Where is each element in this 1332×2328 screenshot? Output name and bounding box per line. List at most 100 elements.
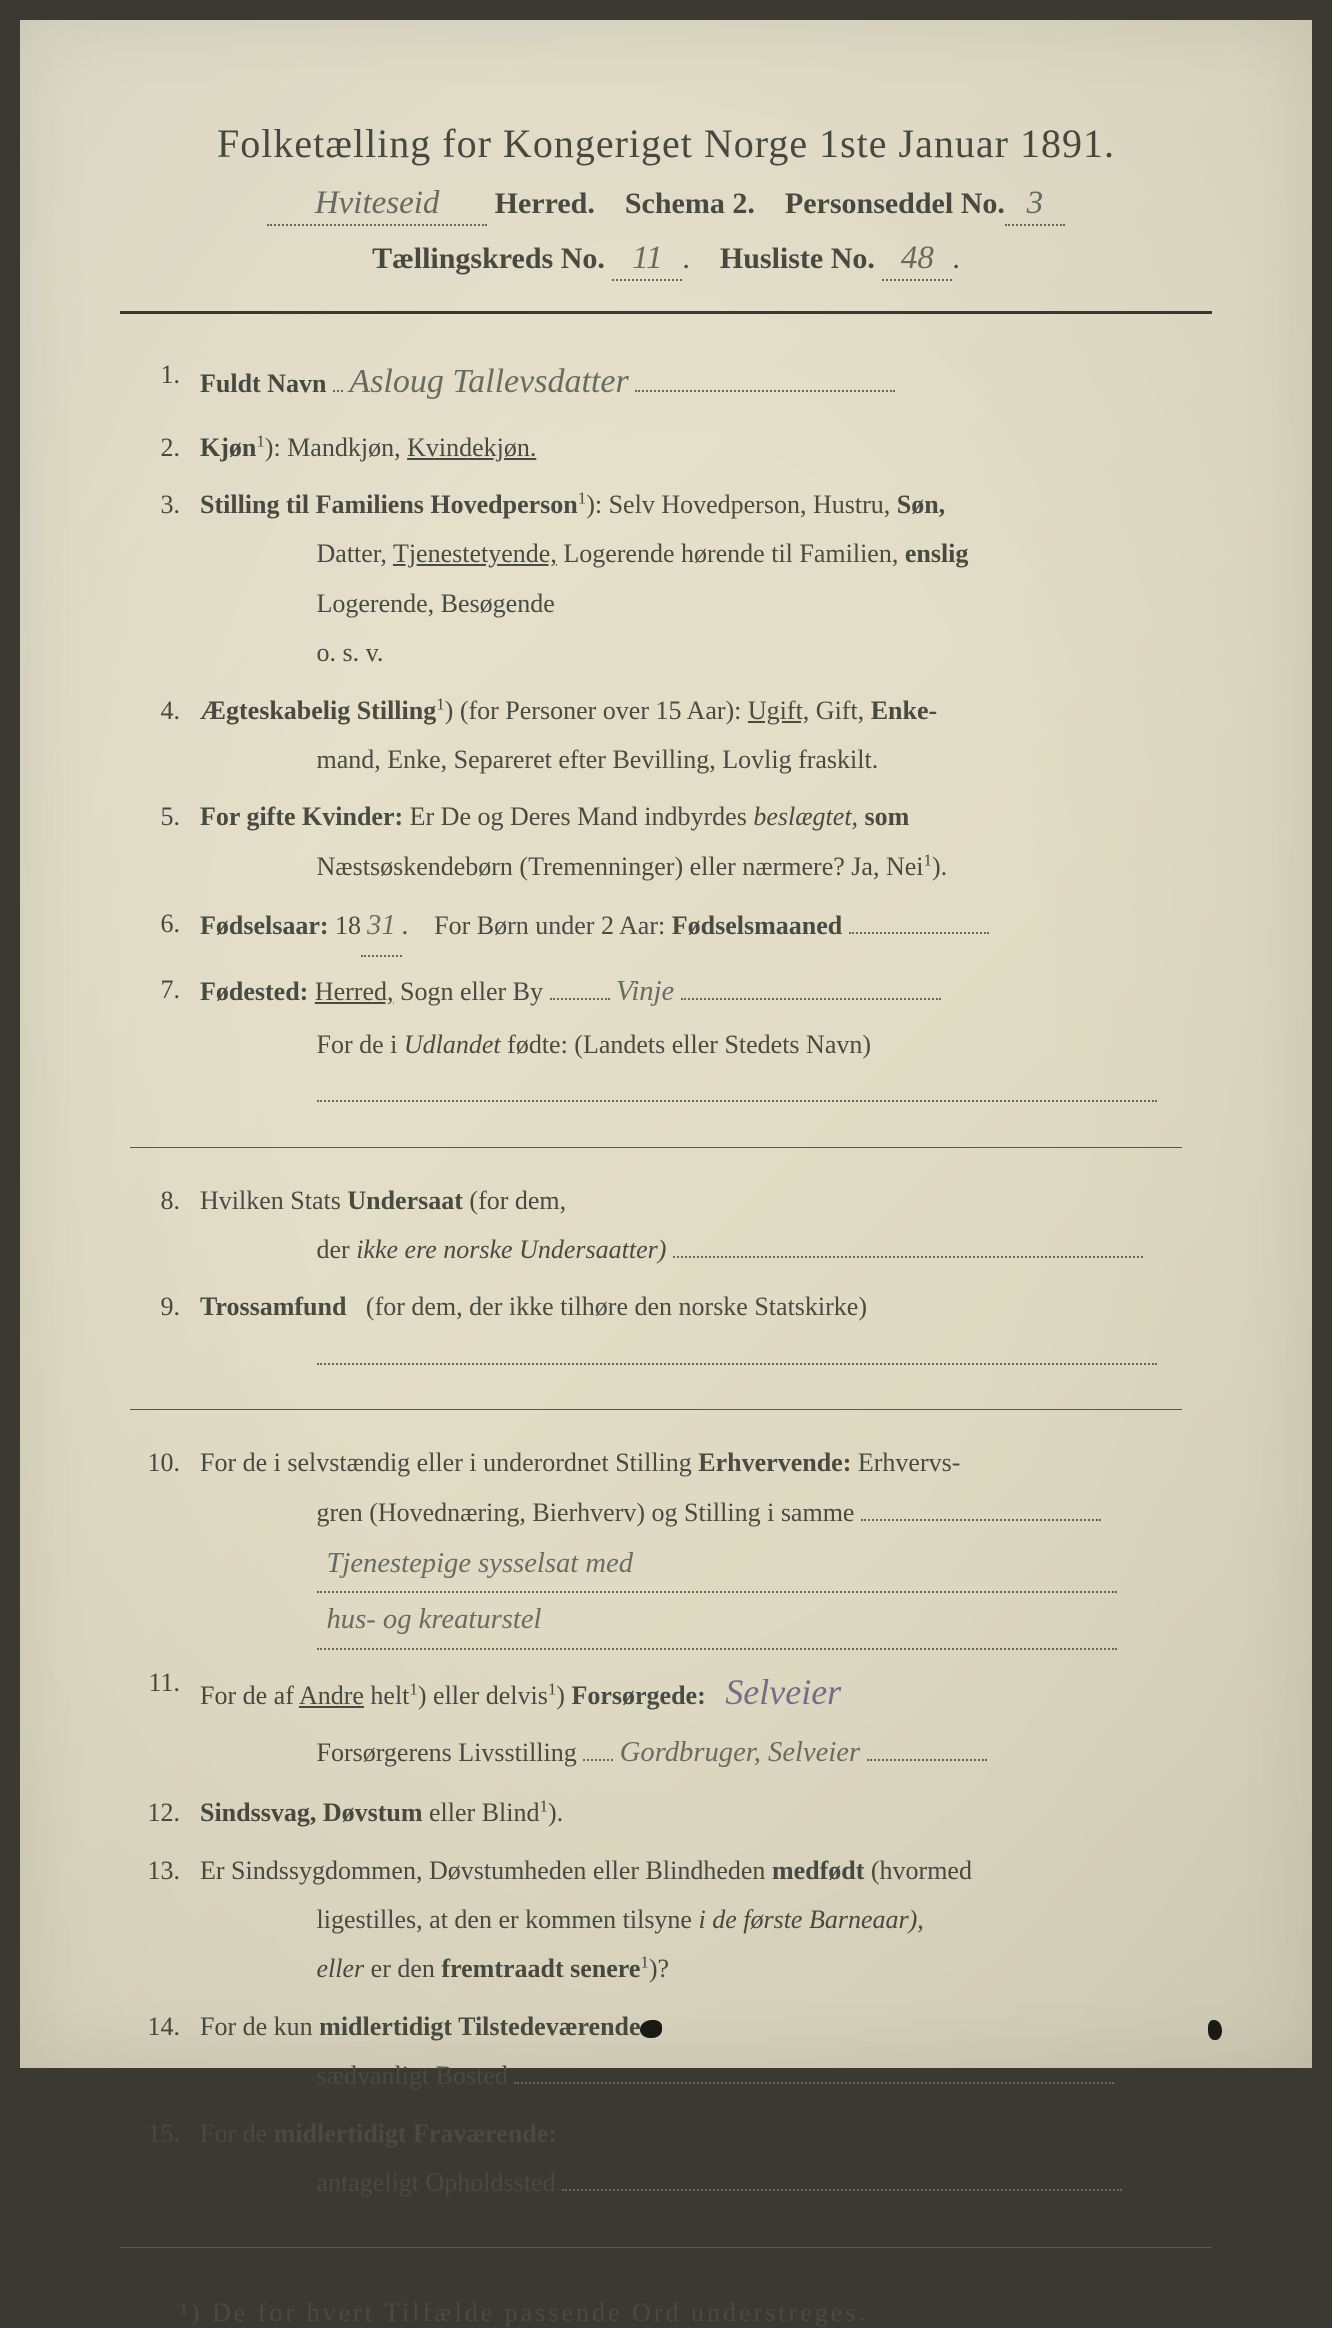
text: Næstsøskendebørn (Tremenninger) eller næ… [317,852,924,881]
item-14: 14. For de kun midlertidigt Tilstedevære… [130,2002,1182,2101]
label: Forsørgede: [571,1681,705,1710]
text: (for dem, [469,1186,566,1215]
text: (hvormed [871,1856,972,1885]
herred-label: Herred. [495,187,595,220]
item-body: Fødselsaar: 1831. For Børn under 2 Aar: … [200,899,1182,957]
subtitle-line-1: Hviteseid Herred. Schema 2. Personseddel… [120,185,1212,226]
item-body: For de i selvstændig eller i underordnet… [200,1438,1182,1649]
ink-blot [1208,2020,1222,2040]
option-selected: Herred, [315,977,394,1006]
item-num: 1. [130,350,200,415]
item-2: 2. Kjøn1): Mandkjøn, Kvindekjøn. [130,423,1182,472]
item-num: 10. [130,1438,200,1649]
item-num: 3. [130,480,200,678]
text: der [317,1235,350,1264]
item-body: Hvilken Stats Undersaat (for dem, der ik… [200,1176,1182,1275]
item-num: 13. [130,1846,200,1994]
text: som [865,802,910,831]
text-italic: eller [317,1954,365,1983]
label: medfødt [772,1856,864,1885]
item-10: 10. For de i selvstændig eller i underor… [130,1438,1182,1649]
text-italic: ikke ere norske Undersaatter) [356,1235,666,1264]
divider-mid-1 [130,1147,1182,1148]
item-num: 15. [130,2109,200,2208]
text: Er Sindssygdommen, Døvstumheden eller Bl… [200,1856,765,1885]
text: For de af [200,1681,294,1710]
item-body: Kjøn1): Mandkjøn, Kvindekjøn. [200,423,1182,472]
divider-bottom [120,2247,1212,2248]
item-body: Ægteskabelig Stilling1) (for Personer ov… [200,686,1182,785]
text: Fødselsmaaned [672,911,842,940]
occupation-handwritten-2: hus- og kreaturstel [317,1593,1117,1649]
text: Sogn eller By [400,977,543,1006]
document-page: Folketælling for Kongeriget Norge 1ste J… [20,20,1312,2068]
text: For de i [317,1030,398,1059]
text-italic: Udlandet [404,1030,501,1059]
text: er den [371,1954,435,1983]
label: midlertidigt Fraværende: [274,2119,557,2148]
kreds-label: Tællingskreds No. [372,242,605,275]
item-body: Fødested: Herred, Sogn eller By Vinje Fo… [200,965,1182,1118]
item-13: 13. Er Sindssygdommen, Døvstumheden elle… [130,1846,1182,1994]
item-num: 5. [130,792,200,891]
item-num: 12. [130,1788,200,1837]
divider-top [120,311,1212,314]
text: Enke- [871,696,937,725]
item-7: 7. Fødested: Herred, Sogn eller By Vinje… [130,965,1182,1118]
occupation-handwritten-1: Tjenestepige sysselsat med [317,1537,1117,1593]
item-num: 8. [130,1176,200,1275]
text: Andre [299,1681,364,1710]
text: helt [370,1681,409,1710]
form-items: 1. Fuldt Navn Asloug Tallevsdatter 2. Kj… [120,350,1212,2207]
label: Trossamfund [200,1292,346,1321]
item-6: 6. Fødselsaar: 1831. For Børn under 2 Aa… [130,899,1182,957]
item-num: 9. [130,1282,200,1381]
text-italic: beslægtet, [753,802,858,831]
forsorger-handwritten: Gordbruger, Selveier [620,1737,860,1768]
item-15: 15. For de midlertidigt Fraværende: anta… [130,2109,1182,2208]
label: Fuldt Navn [200,369,326,398]
label: fremtraadt senere [441,1954,640,1983]
item-9: 9. Trossamfund (for dem, der ikke tilhør… [130,1282,1182,1381]
text: For Børn under 2 Aar: [434,911,665,940]
item-1: 1. Fuldt Navn Asloug Tallevsdatter [130,350,1182,415]
option-selected: Ugift, [748,696,809,725]
item-body: For gifte Kvinder: Er De og Deres Mand i… [200,792,1182,891]
label: Kjøn [200,433,256,462]
item-body: Er Sindssygdommen, Døvstumheden eller Bl… [200,1846,1182,1994]
kreds-no: 11 [612,240,682,281]
label: Ægteskabelig Stilling [200,696,436,725]
text: (for Personer over 15 Aar): [460,696,742,725]
item-num: 4. [130,686,200,785]
text-italic: i de første Barneaar), [698,1905,923,1934]
text: o. s. v. [317,638,384,667]
text: eller Blind [429,1798,539,1827]
item-body: Fuldt Navn Asloug Tallevsdatter [200,350,1182,415]
main-title: Folketælling for Kongeriget Norge 1ste J… [120,120,1212,167]
item-body: Stilling til Familiens Hovedperson1): Se… [200,480,1182,678]
text: Gift, [816,696,864,725]
header: Folketælling for Kongeriget Norge 1ste J… [120,120,1212,281]
footnote: ¹) De for hvert Tilfælde passende Ord un… [120,2298,1212,2328]
subtitle-line-2: Tællingskreds No. 11. Husliste No. 48. [120,240,1212,281]
text: enslig [905,539,969,568]
label: For gifte Kvinder: [200,802,403,831]
option: Mandkjøn, [287,433,400,462]
label: midlertidigt Tilstedeværende: [319,2012,649,2041]
text: antageligt Opholdssted [317,2168,556,2197]
birthplace-handwritten: Vinje [616,976,674,1007]
option-selected: Kvindekjøn. [407,433,536,462]
item-11: 11. For de af Andre helt1) eller delvis1… [130,1658,1182,1781]
text: For de [200,2119,267,2148]
text: fødte: (Landets eller Stedets Navn) [507,1030,871,1059]
personseddel-no: 3 [1005,185,1065,226]
text: (for dem, der ikke tilhøre den norske St… [366,1292,867,1321]
text: gren (Hovednæring, Bierhverv) og Stillin… [317,1498,855,1527]
husliste-label: Husliste No. [720,242,875,275]
text: Logerende, Besøgende [317,589,555,618]
item-body: For de midlertidigt Fraværende: antageli… [200,2109,1182,2208]
item-12: 12. Sindssvag, Døvstum eller Blind1). [130,1788,1182,1837]
label: Stilling til Familiens Hovedperson [200,490,578,519]
label: Undersaat [347,1186,463,1215]
item-num: 14. [130,2002,200,2101]
